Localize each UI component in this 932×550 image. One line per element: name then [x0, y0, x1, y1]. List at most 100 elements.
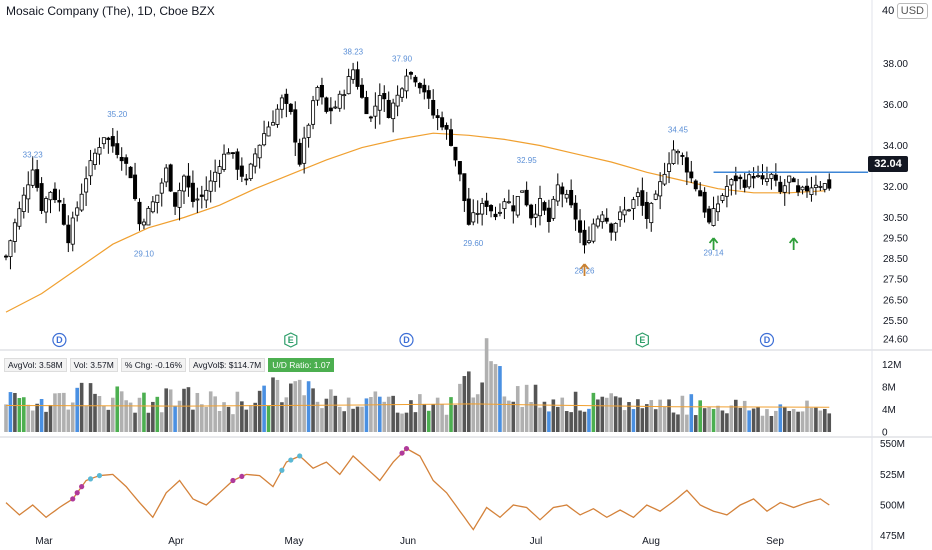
volume-bar: [293, 381, 298, 432]
volume-bar: [26, 404, 31, 432]
price-annotation: 29.10: [134, 249, 155, 258]
event-marker-label: D: [56, 335, 63, 345]
volume-bar: [667, 399, 671, 432]
candle-body: [106, 137, 111, 140]
candle-body: [244, 178, 249, 181]
volume-bar: [444, 414, 449, 432]
candle-body: [818, 185, 823, 188]
candle-body: [315, 86, 320, 101]
candle-body: [137, 201, 142, 225]
candle-body: [377, 95, 382, 111]
candle-body: [698, 190, 703, 197]
volume-tick-label: 12M: [882, 360, 901, 371]
month-label: Apr: [168, 536, 184, 547]
volume-bar: [551, 399, 556, 432]
volume-bar: [556, 406, 560, 432]
volume-bar: [533, 384, 538, 432]
volume-bar: [698, 400, 702, 432]
candle-body: [404, 75, 409, 92]
volume-bar: [337, 406, 342, 432]
price-tick-label: 26.50: [883, 295, 908, 306]
price-tick-label: 29.50: [883, 234, 908, 245]
candle-body: [368, 116, 373, 119]
price-annotation: 34.45: [668, 125, 689, 134]
candle-body: [631, 199, 636, 209]
candle-body: [502, 201, 507, 210]
candle-body: [302, 137, 307, 164]
month-label: May: [285, 536, 304, 547]
volume-bar: [204, 406, 209, 432]
volume-bar: [720, 410, 725, 432]
volume-bar: [137, 397, 142, 432]
volume-bar: [146, 412, 151, 432]
volume-bar: [62, 392, 66, 432]
volume-bar: [600, 396, 605, 432]
candle-body: [35, 169, 40, 188]
oscillator-dot: [399, 450, 405, 456]
volume-bar: [4, 404, 8, 432]
price-annotation: 37.90: [392, 54, 413, 63]
candle-body: [573, 202, 578, 220]
volume-tick-label: 0: [882, 428, 888, 439]
volume-bar: [662, 407, 667, 432]
volume-bar: [111, 397, 115, 432]
volume-bar: [364, 398, 369, 432]
volume-bar: [342, 411, 346, 432]
candle-body: [213, 171, 218, 182]
candle-body: [822, 183, 827, 190]
volume-bar: [769, 415, 774, 432]
percent-change: % Chg: -0.16%: [120, 358, 187, 372]
volume-bar: [373, 391, 378, 432]
candle-body: [796, 185, 801, 193]
dividend-marker: [759, 332, 775, 348]
volume-bar: [458, 383, 462, 432]
volume-bar: [498, 366, 502, 432]
arrow-up-marker: [708, 237, 719, 250]
volume-bar: [520, 406, 524, 432]
volume-bar: [226, 406, 231, 432]
currency-button[interactable]: USD: [896, 3, 928, 19]
candle-body: [662, 173, 667, 185]
candle-body: [279, 97, 284, 110]
volume-bar: [382, 401, 387, 432]
volume-bar: [159, 412, 164, 432]
volume-bar: [787, 410, 791, 432]
candle-body: [186, 175, 191, 188]
volume-bar: [502, 396, 507, 432]
candle-body: [546, 207, 551, 222]
volume-bar: [649, 400, 654, 432]
volume-bar: [355, 406, 360, 432]
candle-body: [30, 169, 35, 186]
candle-body: [253, 153, 258, 167]
price-annotation: 29.60: [463, 239, 484, 248]
volume-bar: [168, 389, 173, 432]
volume-bar: [734, 399, 738, 432]
candle-body: [493, 213, 498, 218]
price-annotation: 29.14: [704, 248, 725, 257]
candle-body: [270, 122, 275, 126]
volume-bar: [622, 410, 627, 432]
volume-bar: [609, 393, 613, 432]
candle-body: [764, 178, 769, 182]
candle-body: [724, 186, 729, 197]
candle-body: [84, 178, 89, 193]
moving-average-line: [5, 132, 825, 313]
candle-body: [813, 184, 818, 188]
candle-body: [101, 137, 106, 145]
candle-body: [640, 190, 645, 206]
candle-body: [288, 103, 293, 112]
candle-body: [173, 192, 178, 207]
volume-bar: [142, 392, 146, 432]
candle-body: [742, 179, 747, 188]
volume-bar: [529, 401, 533, 432]
candle-body: [400, 88, 405, 98]
volume-bar: [360, 406, 364, 432]
volume-bar: [475, 394, 480, 432]
price-annotation: 32.95: [517, 156, 538, 165]
candle-body: [649, 202, 654, 224]
price-tick-label: 28.50: [883, 254, 908, 265]
volume-bar: [636, 399, 640, 432]
candle-body: [26, 184, 31, 200]
candle-body: [395, 94, 400, 107]
